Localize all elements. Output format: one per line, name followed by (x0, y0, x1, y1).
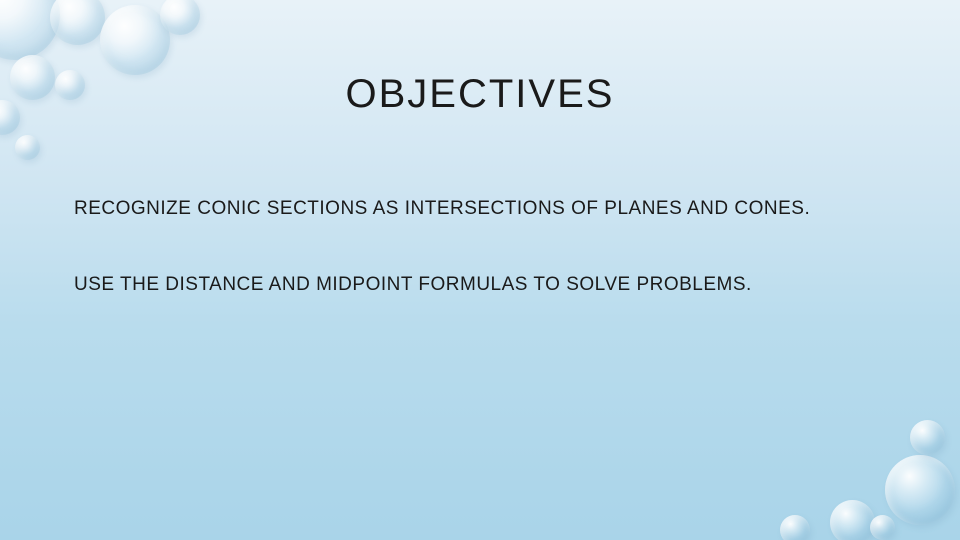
water-drop-icon (885, 455, 955, 525)
objective-2: USE THE DISTANCE AND MIDPOINT FORMULAS T… (74, 274, 752, 296)
water-drop-icon (15, 135, 40, 160)
water-drop-icon (160, 0, 200, 35)
water-drop-icon (780, 515, 810, 540)
slide-title: OBJECTIVES (0, 72, 960, 117)
water-drop-icon (50, 0, 105, 45)
objective-1: RECOGNIZE CONIC SECTIONS AS INTERSECTION… (74, 198, 810, 220)
water-drop-icon (870, 515, 895, 540)
water-drop-icon (910, 420, 945, 455)
water-drop-icon (830, 500, 875, 540)
